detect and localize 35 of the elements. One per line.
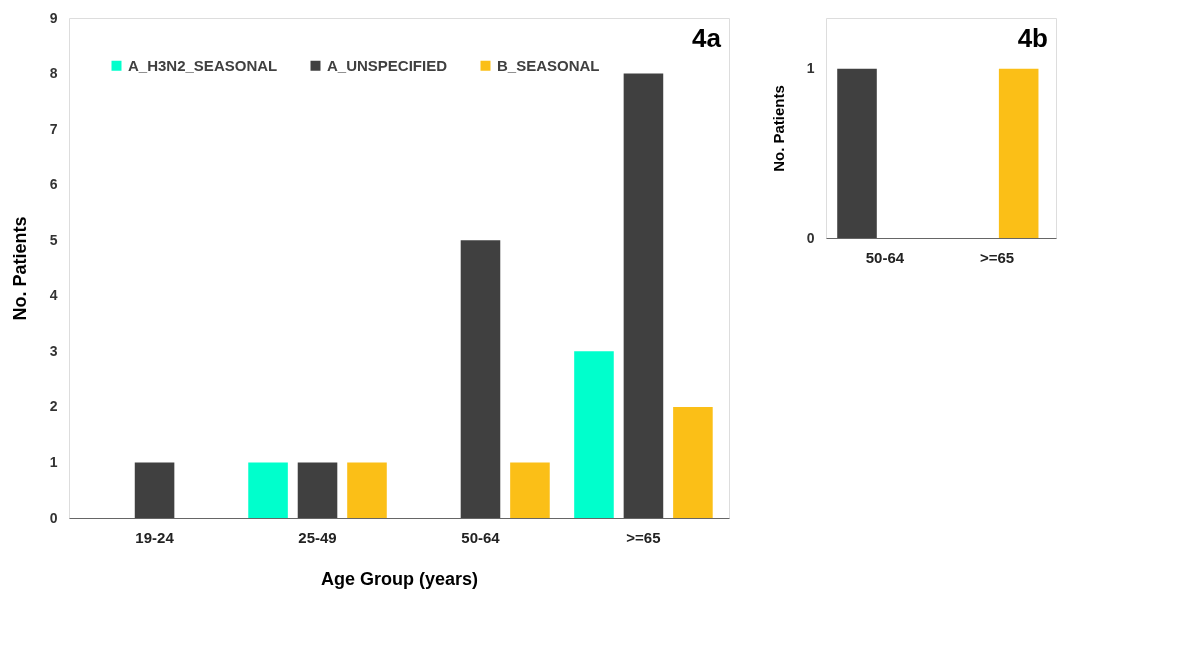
bar bbox=[673, 406, 713, 518]
bar bbox=[623, 73, 664, 518]
y-tick-label: 8 bbox=[49, 65, 58, 82]
x-tick-label: 50-64 bbox=[461, 528, 501, 546]
y-tick-label: 9 bbox=[49, 9, 58, 26]
annotation: 4b bbox=[1017, 23, 1048, 53]
bar bbox=[248, 462, 288, 518]
bar bbox=[134, 462, 175, 518]
x-tick-label: 50-64 bbox=[865, 248, 905, 266]
bar bbox=[574, 351, 614, 518]
legend-label: A_UNSPECIFIED bbox=[327, 56, 448, 74]
legend-label: A_H3N2_SEASONAL bbox=[128, 56, 278, 74]
x-tick-label: >=65 bbox=[626, 528, 661, 546]
x-tick-label: 25-49 bbox=[298, 528, 337, 546]
y-tick-label: 3 bbox=[49, 342, 58, 359]
bar bbox=[460, 240, 501, 518]
y-axis-title: No. Patients bbox=[9, 216, 30, 321]
y-tick-label: 1 bbox=[49, 453, 58, 470]
y-tick-label: 0 bbox=[49, 509, 58, 526]
x-tick-label: 19-24 bbox=[135, 528, 175, 546]
x-axis-title: Age Group (years) bbox=[320, 568, 479, 589]
legend-label: B_SEASONAL bbox=[497, 56, 600, 74]
y-tick-label: 7 bbox=[49, 120, 58, 137]
bar bbox=[347, 462, 387, 518]
y-tick-label: 6 bbox=[49, 176, 58, 193]
y-tick-label: 5 bbox=[49, 231, 58, 248]
y-tick-label: 0 bbox=[806, 229, 815, 246]
x-tick-label: >=65 bbox=[979, 248, 1015, 266]
y-tick-label: 2 bbox=[49, 398, 58, 415]
bar bbox=[510, 462, 550, 518]
y-tick-label: 1 bbox=[806, 60, 815, 77]
y-tick-label: 4 bbox=[49, 287, 58, 304]
bar bbox=[297, 462, 338, 518]
annotation: 4a bbox=[692, 23, 722, 53]
y-axis-title: No. Patients bbox=[769, 85, 787, 172]
